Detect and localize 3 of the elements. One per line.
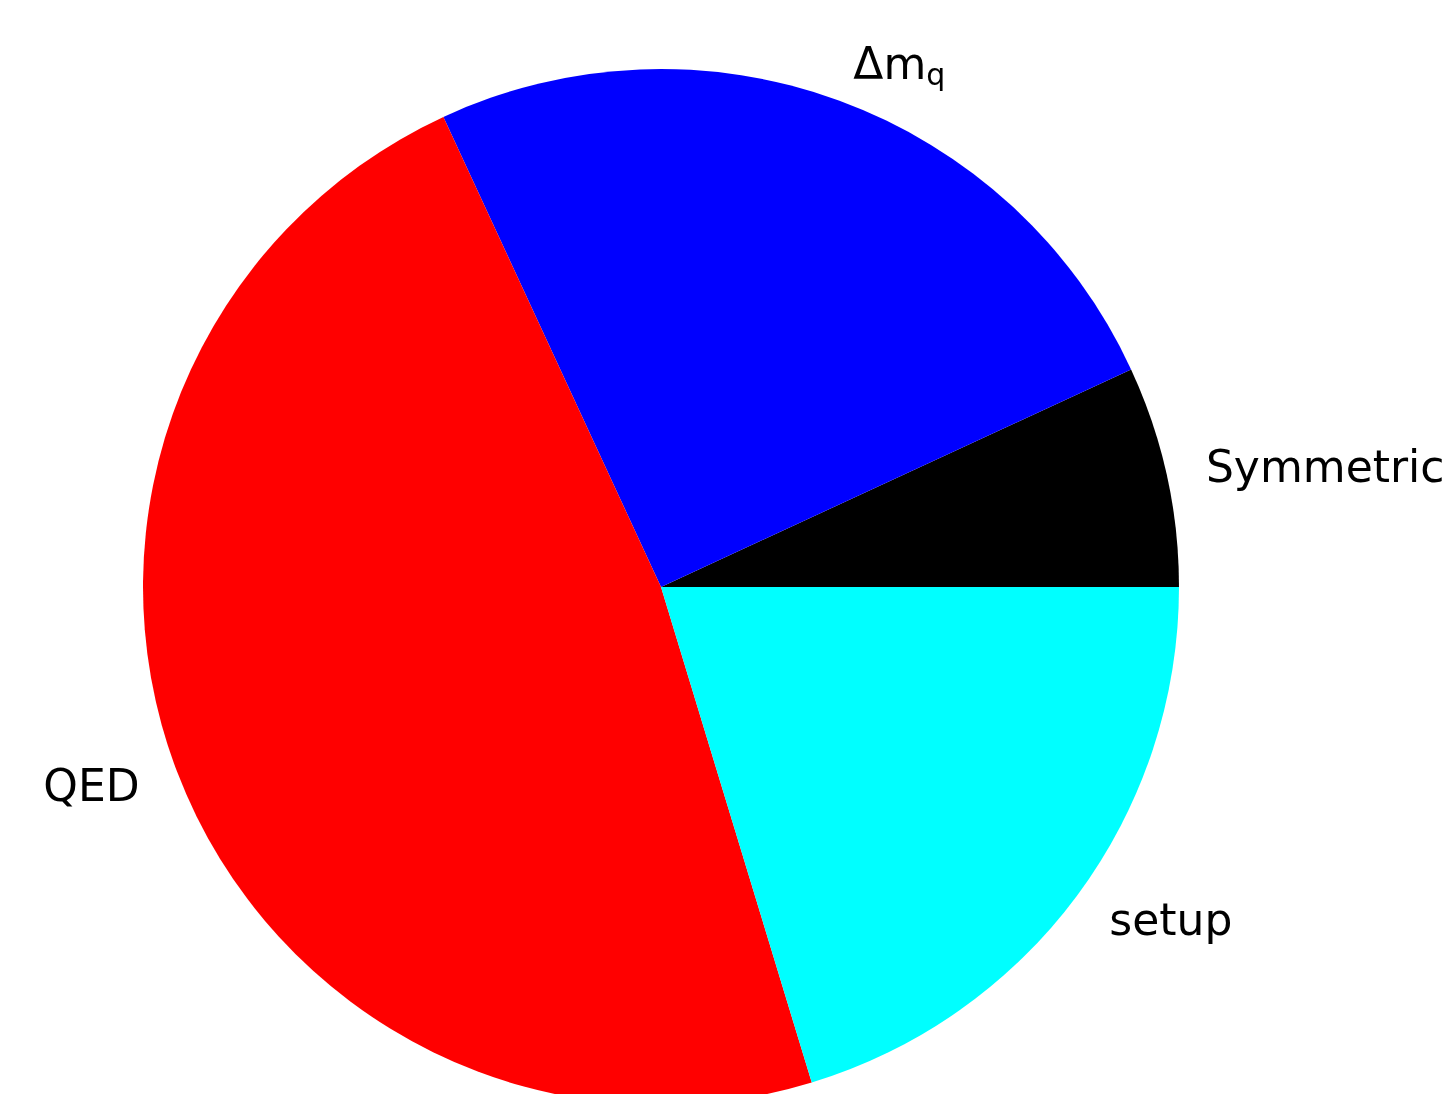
slice-label: QED <box>43 760 140 812</box>
slice-label: setup <box>1109 893 1233 945</box>
slice-label: Symmetric <box>1205 441 1445 493</box>
